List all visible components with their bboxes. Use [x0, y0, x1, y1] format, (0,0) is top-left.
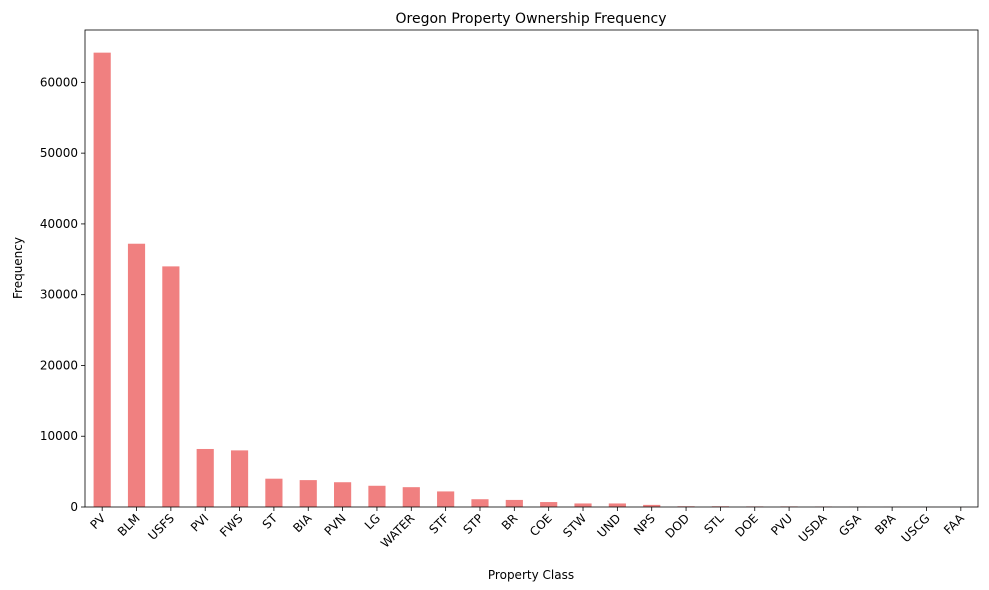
x-axis-label: Property Class — [488, 568, 574, 582]
y-axis-label: Frequency — [11, 237, 25, 299]
x-tick-label: FWS — [217, 511, 246, 540]
bars-group — [93, 52, 970, 508]
bar-stw — [574, 503, 592, 507]
x-tick-label: DOD — [663, 511, 693, 541]
bar-br — [505, 499, 523, 507]
x-tick-label: NPS — [631, 511, 658, 538]
chart-title: Oregon Property Ownership Frequency — [396, 11, 667, 27]
y-ticks-group: 0 10000 20000 30000 40000 50000 60000 — [40, 75, 85, 514]
x-tick-label: PVU — [768, 511, 795, 538]
x-tick-label: STP — [461, 511, 487, 537]
bar-fws — [230, 450, 249, 507]
x-tick-label: BPA — [872, 511, 899, 538]
x-tick-label: PVI — [188, 511, 211, 534]
x-tick-label: FAA — [941, 511, 967, 537]
x-tick-label: PVN — [322, 511, 349, 538]
x-tick-label: USCG — [899, 511, 933, 545]
x-tick-label: BR — [499, 511, 521, 533]
bar-water — [402, 487, 420, 507]
x-tick-label: USDA — [796, 511, 830, 545]
bar-pvn — [334, 482, 352, 507]
bar-usfs — [162, 266, 180, 507]
bar-pv — [93, 52, 111, 508]
bar-coe — [540, 502, 558, 507]
bar-st — [265, 478, 283, 507]
bar-bia — [299, 480, 317, 507]
y-tick-label: 30000 — [40, 288, 78, 302]
x-tick-label: ST — [260, 511, 281, 532]
y-tick-label: 10000 — [40, 429, 78, 443]
bar-pvi — [196, 448, 214, 507]
bar-nps — [643, 504, 661, 507]
plot-frame — [84, 29, 979, 508]
x-tick-label: STW — [560, 511, 589, 540]
x-tick-label: STL — [701, 511, 726, 536]
y-tick-label: 40000 — [40, 217, 78, 231]
y-tick-label: 20000 — [40, 358, 78, 372]
x-tick-label: UND — [594, 511, 623, 540]
x-tick-label: STF — [426, 511, 451, 536]
bar-und — [608, 503, 626, 507]
bar-stf — [437, 491, 455, 507]
x-tick-label: USFS — [145, 511, 177, 543]
y-tick-label: 50000 — [40, 146, 78, 160]
bar-blm — [127, 243, 146, 508]
x-tick-label: WATER — [378, 511, 417, 550]
x-tick-label: COE — [527, 511, 555, 539]
x-tick-label: GSA — [836, 511, 864, 539]
y-tick-label: 60000 — [40, 75, 78, 89]
x-tick-label: PV — [87, 511, 108, 532]
x-tick-label: LG — [362, 511, 383, 532]
bar-stp — [471, 499, 489, 507]
x-tick-label: BIA — [290, 511, 315, 536]
y-tick-label: 0 — [70, 500, 78, 514]
bar-lg — [368, 485, 386, 507]
x-tick-label: DOE — [732, 511, 760, 539]
x-tick-label: BLM — [115, 511, 143, 539]
